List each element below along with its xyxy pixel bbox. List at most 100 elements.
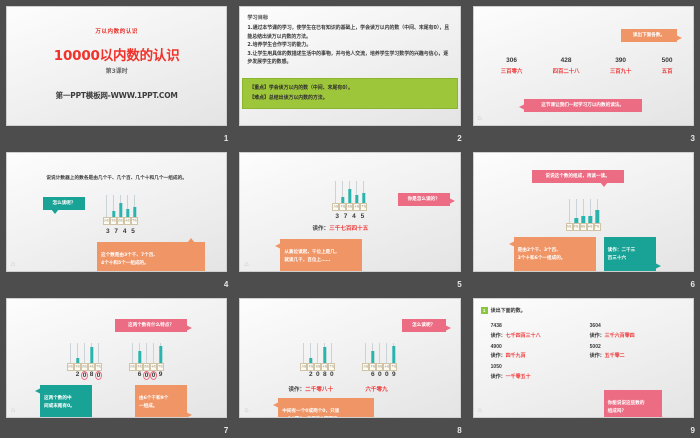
slide4-abacus: 万位 千位 百位 十位 个位 — [103, 195, 138, 225]
abacus-rod: 十位 — [586, 199, 594, 231]
slide-5[interactable]: 万位 千位 百位 十位 个位 3 7 4 5 你是怎么读的？ 读作：三千七百四十… — [239, 152, 461, 272]
slide5-abacus: 万位 千位 百位 十位 个位 — [332, 181, 368, 211]
slide8-abacus-left: 万位 千位 百位 十位 个位 — [300, 343, 336, 371]
slide7-left-bubble: 这两个数的中 间或末尾有0。 — [35, 385, 92, 417]
abacus-rod: 百位 — [579, 199, 587, 231]
bubble-tail — [448, 198, 455, 205]
slide-3[interactable]: 读出下面各数。 306 三百零六 428 四百二十八 390 三百九十 — [472, 6, 694, 126]
abacus-rod: 千位 — [136, 343, 143, 371]
bubble-tail — [275, 243, 282, 249]
abacus-rod: 万位 — [67, 343, 74, 371]
slide1-title: 10000以内数的认识 — [53, 47, 180, 64]
abacus-rod: 十位 — [353, 181, 361, 211]
abacus-rod: 千位 — [307, 343, 315, 371]
bubble-tail — [599, 182, 608, 188]
slide9-title: 读出下面的数。 — [490, 308, 526, 314]
abacus-rod: 个位 — [328, 343, 336, 371]
slide-number: 3 — [690, 134, 695, 143]
abacus-rod: 千位 — [74, 343, 81, 371]
bubble-tail — [186, 325, 192, 332]
bubble-tail — [35, 388, 41, 394]
slide9-badge: 1 — [480, 307, 488, 314]
slide-number: 5 — [457, 280, 462, 289]
slide-8[interactable]: 怎么读呢？ 万位 千位 百位 十位 个位 2 0 8 0 万位 — [239, 298, 461, 418]
slide6-top-bubble: 说说这个数的组成，再读一读。 — [531, 170, 624, 188]
slide-number: 4 — [223, 280, 229, 289]
slide3-number-row: 306 三百零六 428 四百二十八 390 三百九十 500 五百 — [486, 57, 688, 75]
bubble-tail — [273, 402, 280, 408]
home-icon[interactable]: ⌂ — [11, 407, 16, 414]
slide-number: 7 — [223, 426, 229, 435]
home-icon[interactable]: ⌂ — [11, 261, 16, 268]
slide7-digits-right: 6 0 0 9 — [137, 371, 163, 380]
slide6-left-bubble: 是由2个千、3个百、 3个十和6个一组成的。 — [508, 237, 596, 271]
slide-6[interactable]: 说说这个数的组成，再读一读。 万位 千位 百位 十位 个位 是由2个千、3个百、… — [472, 152, 694, 272]
abacus-rod: 万位 — [362, 343, 370, 371]
slide5-left-bubble: 从高位读起，千位上是几， 就读几千，百位上…… — [275, 239, 363, 271]
slide2-heading: 学习目标 — [247, 15, 269, 21]
slide-9[interactable]: 1 读出下面的数。 7438 读作：七千四百三十八 4900 读作：四千九百 1… — [472, 298, 694, 418]
slide-7[interactable]: 这两个数有什么特点？ 万位 千位 百位 十位 个位 2 0 8 0 — [6, 298, 228, 418]
slide3-bottom-bubble: 这节课让我们一起学习万以内数的读法。 — [518, 99, 642, 113]
bubble-tail — [508, 241, 515, 247]
abacus-rod: 万位 — [332, 181, 340, 211]
slide-cell-3[interactable]: 读出下面各数。 306 三百零六 428 四百二十八 390 三百九十 — [467, 0, 700, 146]
slide-cell-4[interactable]: 说说计数器上的数各是由几个千、几个百、几个十和几个一组成的。 怎么读呢？ 万位 … — [0, 146, 233, 292]
read-value: 三千七百四十五 — [329, 226, 369, 232]
slide1-lesson: 第3课时 — [105, 68, 128, 75]
slide-cell-8[interactable]: 怎么读呢？ 万位 千位 百位 十位 个位 2 0 8 0 万位 — [233, 292, 466, 438]
list-item: 1050 读作：一千零五十 — [490, 364, 531, 380]
abacus-rod: 百位 — [376, 343, 384, 371]
abacus-rod: 个位 — [131, 195, 138, 225]
bubble-tail — [518, 104, 525, 110]
slide-cell-5[interactable]: 万位 千位 百位 十位 个位 3 7 4 5 你是怎么读的？ 读作：三千七百四十… — [233, 146, 466, 292]
home-icon[interactable]: ⌂ — [477, 115, 482, 122]
home-icon[interactable]: ⌂ — [244, 407, 249, 414]
abacus-rod: 万位 — [129, 343, 136, 371]
slide2-goal-2: 2.培养学生合作学习的能力。 — [247, 42, 312, 49]
slide7-abacus-right: 万位 千位 百位 十位 个位 — [129, 343, 164, 371]
abacus-rod: 个位 — [390, 343, 398, 371]
slide-number: 8 — [457, 426, 462, 435]
abacus-rod: 千位 — [369, 343, 377, 371]
number-block: 428 四百二十八 — [552, 57, 580, 75]
slide-1[interactable]: 万以内数的认识 10000以内数的认识 第3课时 第一PPT模板网-WWW.1P… — [6, 6, 228, 126]
slide-cell-6[interactable]: 说说这个数的组成，再读一读。 万位 千位 百位 十位 个位 是由2个千、3个百、… — [467, 146, 700, 292]
slide4-right-bubble: 这个数是由3个千、7个百、 4个十和5个一组成的。 — [97, 238, 205, 271]
slide4-instruction: 说说计数器上的数各是由几个千、几个百、几个十和几个一组成的。 — [46, 176, 187, 181]
slide7-abacus-left: 万位 千位 百位 十位 个位 — [67, 343, 102, 371]
slide-4[interactable]: 说说计数器上的数各是由几个千、几个百、几个十和几个一组成的。 怎么读呢？ 万位 … — [6, 152, 228, 272]
abacus-rod: 千位 — [339, 181, 347, 211]
abacus-rod: 十位 — [321, 343, 329, 371]
bubble-tail — [654, 263, 661, 270]
slide9-bubble: 你能说说这些数的 组成吗？ — [603, 390, 667, 417]
abacus-rod: 万位 — [565, 199, 573, 231]
slide-2[interactable]: 学习目标 1.通过本节课的学习，使学生在已有知识的基础上，学会读万以内的数（中间… — [239, 6, 461, 126]
slide-cell-9[interactable]: 1 读出下面的数。 7438 读作：七千四百三十八 4900 读作：四千九百 1… — [467, 292, 700, 438]
abacus-rod: 个位 — [593, 199, 601, 231]
bubble-tail — [444, 325, 451, 332]
slide2-keypoint-box: 【重点】学会读万以内的数（中间、末尾有0）。 【难点】总结出读万以内数的方法。 — [242, 78, 458, 109]
abacus-rod: 十位 — [124, 195, 131, 225]
slide9-column-left: 7438 读作：七千四百三十八 4900 读作：四千九百 1050 读作：一千零… — [491, 323, 583, 385]
home-icon[interactable]: ⌂ — [477, 407, 482, 414]
abacus-rod: 十位 — [383, 343, 391, 371]
abacus-rod: 个位 — [360, 181, 368, 211]
read-value: 二千零八十 — [305, 387, 334, 393]
slide8-bottom-bubble: 中间有一个0或两个0，只读 一个“零”；末尾的0都不读。 — [273, 398, 375, 417]
read-label: 读作： — [288, 387, 306, 393]
slide7-right-bubble: 由6个千和9个 一组成。 — [135, 385, 192, 417]
slide-cell-7[interactable]: 这两个数有什么特点？ 万位 千位 百位 十位 个位 2 0 8 0 — [0, 292, 233, 438]
number-block: 306 三百零六 — [500, 57, 523, 75]
slide1-site: 第一PPT模板网-WWW.1PPT.COM — [55, 90, 178, 100]
number-block: 390 三百九十 — [609, 57, 632, 75]
slide5-digits: 3 7 4 5 — [335, 213, 366, 220]
slide4-left-bubble: 怎么读呢？ — [43, 197, 85, 215]
list-item: 5002 读作：五千零二 — [589, 343, 625, 360]
slide8-top-bubble: 怎么读呢？ — [401, 319, 451, 333]
slide-cell-1[interactable]: 万以内数的认识 10000以内数的认识 第3课时 第一PPT模板网-WWW.1P… — [0, 0, 233, 146]
slide2-difficult-point: 【难点】总结出读万以内数的方法。 — [249, 94, 328, 101]
home-icon[interactable]: ⌂ — [244, 261, 249, 268]
slide-cell-2[interactable]: 学习目标 1.通过本节课的学习，使学生在已有知识的基础上，学会读万以内的数（中间… — [233, 0, 466, 146]
